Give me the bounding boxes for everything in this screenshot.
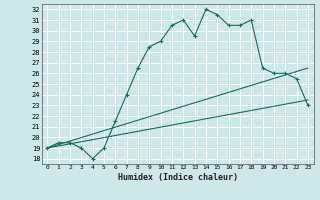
X-axis label: Humidex (Indice chaleur): Humidex (Indice chaleur) [118,173,237,182]
